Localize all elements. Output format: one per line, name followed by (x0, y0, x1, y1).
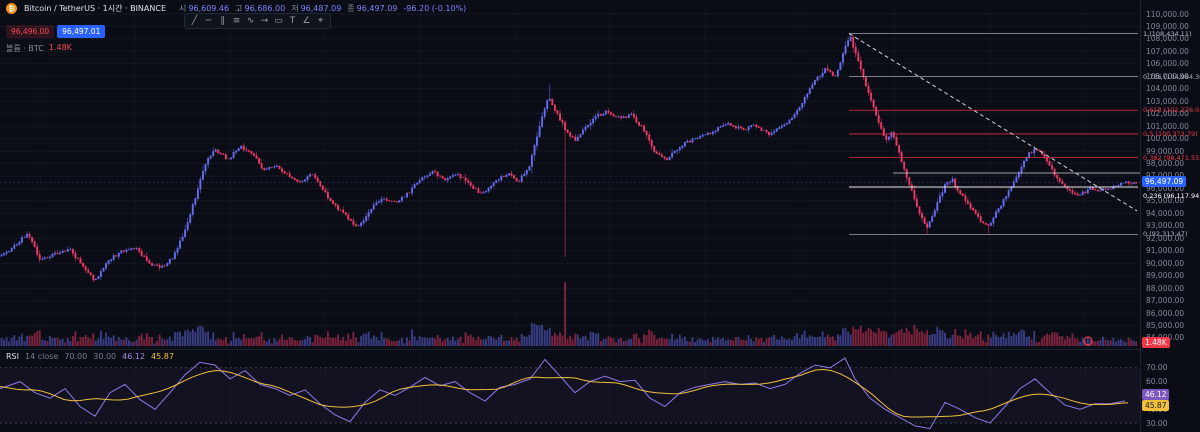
trade-buttons: 96,496.00 96,497.01 (6, 25, 106, 38)
angle-icon[interactable]: ∠ (302, 16, 311, 26)
candle-wicks-down (29, 35, 1137, 283)
price-axis-label: 110,000.00 (1146, 9, 1189, 19)
rsi-axis-label: 60.00 (1146, 377, 1168, 387)
price-axis-label: 87,000.00 (1146, 296, 1185, 306)
price-axis-label: 102,000.00 (1146, 109, 1189, 119)
close-value: 96,497.09 (356, 4, 398, 13)
price-axis-label: 104,000.00 (1146, 84, 1189, 94)
fib-level-label: 0.786 (104,984.30) (1143, 72, 1200, 81)
rsi-params: 14 close (25, 352, 59, 361)
fib-level-label: 0.618 (102,276.03) (1143, 106, 1200, 115)
rsi-title[interactable]: RSI (6, 352, 19, 361)
price-axis-label: 101,000.00 (1146, 121, 1189, 131)
price-axis-label: 88,000.00 (1146, 283, 1185, 293)
rectangle-icon[interactable]: ▭ (274, 16, 283, 26)
open-value: 96,609.46 (188, 4, 230, 13)
trend-line[interactable] (848, 33, 1138, 212)
fib-level-label: 0.236 (96,117.94) (1143, 191, 1200, 200)
symbol-title[interactable]: Bitcoin / TetherUS · 1시간 · BINANCE (24, 4, 167, 13)
parallel-channel-icon[interactable]: ∥ (220, 16, 225, 26)
brush-icon[interactable]: ∿ (246, 16, 255, 26)
trend-line-icon[interactable]: ╱ (191, 16, 198, 26)
price-axis-label: 85,000.00 (1146, 321, 1185, 331)
rsi-ma-axis-badge: 45.87 (1142, 400, 1170, 411)
price-axis-label: 99,000.00 (1146, 146, 1185, 156)
price-axis-label: 94,000.00 (1146, 208, 1185, 218)
volume-bars-down (28, 282, 1138, 346)
low-value: 96,487.09 (300, 4, 342, 13)
target-icon[interactable]: ⌖ (317, 16, 324, 26)
pane-separator[interactable] (0, 349, 1140, 350)
grid-horizontal (0, 13, 1140, 339)
rsi-value: 46.12 (122, 352, 146, 361)
candle-bodies-up (0, 36, 1135, 281)
volume-value: 1.48K (48, 43, 72, 52)
price-axis-label: 98,000.00 (1146, 159, 1185, 169)
rsi-band (0, 367, 1140, 424)
price-axis-label: 96,000.00 (1146, 183, 1185, 193)
event-marker-icon[interactable] (1083, 336, 1093, 346)
volume-bars-up (0, 322, 1135, 346)
close-label: 종 (347, 4, 355, 13)
symbol-legend: ₿ Bitcoin / TetherUS · 1시간 · BINANCE 시 96… (6, 3, 466, 14)
price-axis-label: 106,000.00 (1146, 59, 1189, 69)
low-label: 저 (291, 4, 299, 13)
fib-level-label: 0.5 (100,373.79) (1143, 129, 1198, 138)
high-value: 96,686.00 (244, 4, 286, 13)
price-axis-label: 92,000.00 (1146, 233, 1185, 243)
rsi-upper-band-value: 70.00 (64, 352, 88, 361)
candle-wicks-up (1, 34, 1134, 280)
price-axis-label: 103,000.00 (1146, 96, 1189, 106)
rsi-axis-label: 30.00 (1146, 418, 1168, 428)
price-axis-label: 90,000.00 (1146, 258, 1185, 268)
arrow-icon[interactable]: → (260, 16, 269, 26)
price-axis-label: 95,000.00 (1146, 196, 1185, 206)
candle-bodies-down (28, 36, 1138, 281)
open-label: 시 (179, 4, 187, 13)
price-axis-label: 109,000.00 (1146, 21, 1189, 31)
fib-level-label: 0.382 (98,471.55) (1143, 153, 1200, 162)
last-price-badge: 96,497.09 (1142, 176, 1187, 187)
rsi-legend: RSI 14 close 70.00 30.00 46.12 45.87 (6, 352, 174, 361)
bitcoin-logo-icon: ₿ (6, 3, 17, 14)
price-axis-label: 100,000.00 (1146, 134, 1189, 144)
price-axis-label: 107,000.00 (1146, 46, 1189, 56)
grid-vertical (40, 10, 1085, 430)
buy-button[interactable]: 96,497.01 (57, 25, 106, 38)
ohlc-values: 시 96,609.46 고 96,686.00 저 96,487.09 종 96,497… (173, 3, 466, 14)
rsi-line (0, 357, 1126, 430)
fib-retracement-icon[interactable]: ≡ (232, 16, 241, 26)
rsi-ma-line (0, 368, 1129, 418)
change-value: -96.20 (-0.10%) (403, 4, 467, 13)
high-label: 고 (235, 4, 243, 13)
price-axis-label: 89,000.00 (1146, 271, 1185, 281)
rsi-axis-badge: 46.12 (1142, 389, 1170, 400)
drawing-toolbar: ╱ ─ ∥ ≡ ∿ → ▭ T ∠ ⌖ (184, 13, 331, 29)
price-axis-label: 93,000.00 (1146, 221, 1185, 231)
price-axis[interactable]: 96,497.09 1.48K 46.12 45.87 110,000.00 10… (1140, 0, 1200, 432)
horizontal-line-icon[interactable]: ─ (205, 16, 212, 26)
volume-legend: 볼륨 · BTC 1.48K (6, 43, 72, 54)
rsi-axis-label: 70.00 (1146, 363, 1168, 373)
price-axis-label: 86,000.00 (1146, 308, 1185, 318)
volume-label: 볼륨 · BTC (6, 44, 44, 53)
sell-button[interactable]: 96,496.00 (6, 25, 55, 38)
price-axis-label: 97,000.00 (1146, 171, 1184, 180)
price-axis-label: 91,000.00 (1146, 246, 1185, 256)
price-axis-label: 108,000.00 (1146, 34, 1189, 44)
price-axis-label: 105,000.00 (1146, 71, 1189, 81)
fib-level-label: 1 (108,434.11) (1143, 29, 1192, 38)
rsi-lower-band-value: 30.00 (93, 352, 117, 361)
rsi-ma-value: 45.87 (151, 352, 174, 361)
fib-level-label: 0 (92,313.47) (1143, 230, 1188, 239)
volume-axis-badge: 1.48K (1142, 337, 1170, 348)
text-icon[interactable]: T (289, 16, 296, 26)
